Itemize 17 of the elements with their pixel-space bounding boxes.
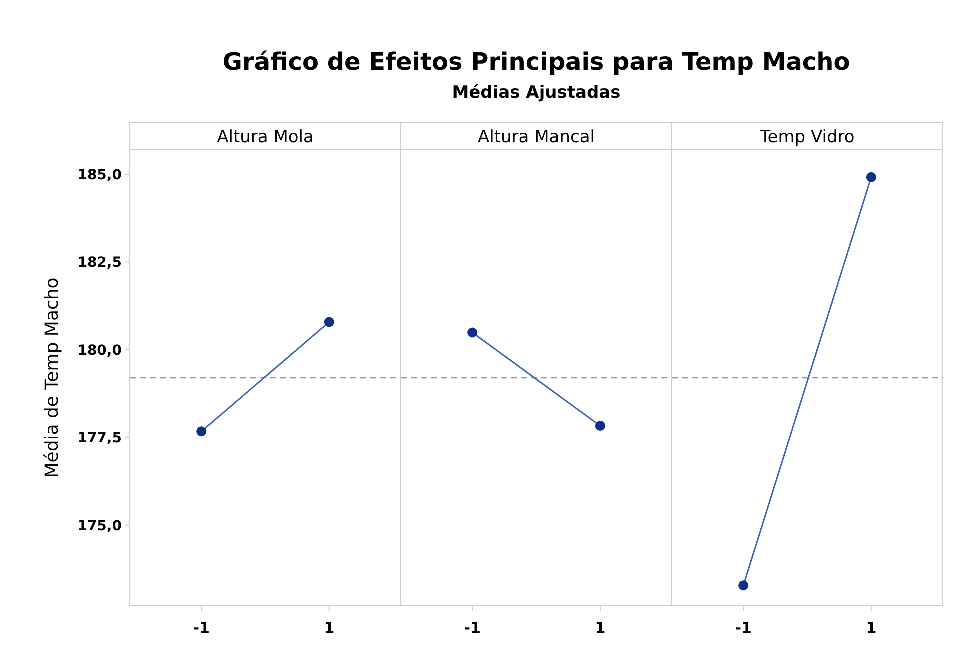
x-tick-label: 1 bbox=[324, 619, 335, 637]
text: Gráfico de Efeitos Principais para Temp Macho bbox=[222, 48, 850, 76]
x-tick-label: -1 bbox=[193, 619, 210, 637]
x-tick-label: -1 bbox=[735, 619, 752, 637]
x-tick-label: 1 bbox=[595, 619, 606, 637]
y-tick-label: 185,0 bbox=[78, 168, 122, 184]
y-tick-label: 180,0 bbox=[78, 342, 122, 359]
x-tick-label: 1 bbox=[866, 619, 877, 637]
text: Médias Ajustadas bbox=[452, 83, 621, 103]
y-tick-label: 177,5 bbox=[78, 430, 122, 447]
y-axis-title: Média de Temp Macho bbox=[42, 278, 63, 478]
x-tick-label: -1 bbox=[464, 619, 481, 637]
y-tick-label: 175,0 bbox=[78, 518, 122, 534]
chart-title: Altura Mancal bbox=[478, 128, 595, 148]
chart-title: Temp Vidro bbox=[759, 128, 855, 148]
chart-title: Altura Mola bbox=[217, 128, 314, 148]
y-tick-label: 182,5 bbox=[78, 255, 122, 272]
